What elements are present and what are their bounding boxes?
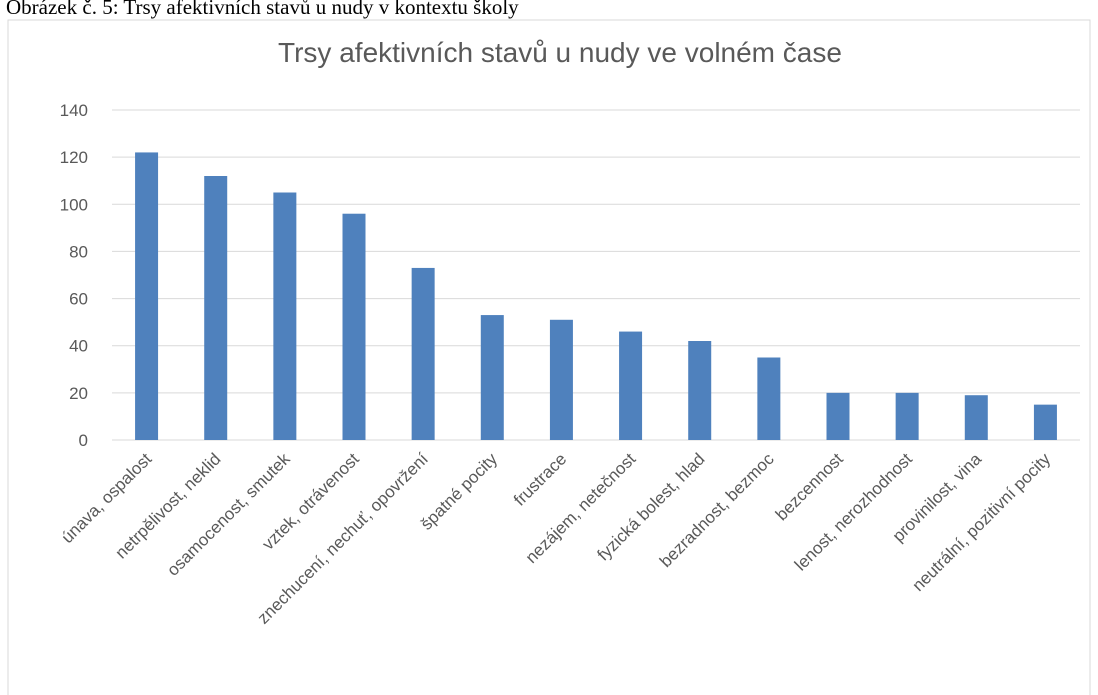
y-tick-label: 120 — [60, 148, 88, 167]
y-tick-label: 140 — [60, 101, 88, 120]
y-tick-label: 80 — [69, 242, 88, 261]
y-tick-label: 100 — [60, 195, 88, 214]
bar — [688, 341, 712, 440]
bar — [480, 315, 504, 440]
bar — [619, 331, 643, 440]
bar — [895, 392, 919, 440]
chart-border — [7, 19, 1091, 695]
y-tick-label: 40 — [69, 337, 88, 356]
bar — [826, 392, 850, 440]
bar — [204, 176, 228, 440]
y-tick-label: 60 — [69, 290, 88, 309]
bar — [135, 152, 159, 440]
y-tick-label: 0 — [79, 431, 88, 450]
bar — [342, 213, 366, 440]
chart-title: Trsy afektivních stavů u nudy ve volném … — [278, 37, 842, 68]
bar — [549, 319, 573, 440]
bar — [964, 395, 988, 440]
bar — [411, 267, 435, 440]
bar — [273, 192, 297, 440]
bar — [1033, 404, 1057, 440]
bar — [757, 357, 781, 440]
figure-caption: Obrázek č. 5: Trsy afektivních stavů u n… — [6, 0, 519, 19]
y-tick-label: 20 — [69, 384, 88, 403]
